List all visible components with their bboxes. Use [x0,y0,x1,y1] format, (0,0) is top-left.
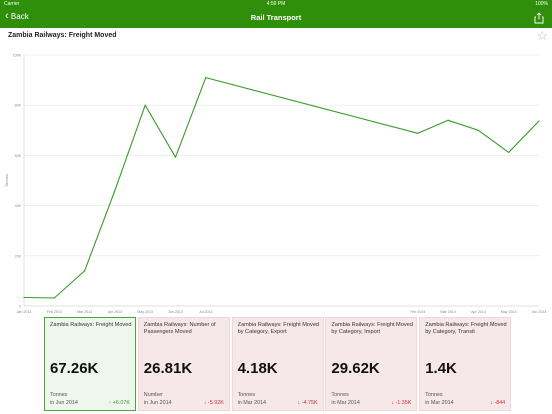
card-date: in Mar 2014 [425,400,454,406]
chevron-left-icon: ‹ [5,10,9,22]
indicator-card[interactable]: Zambia Railways: Number of Passengers Mo… [137,317,230,411]
y-tick-label: 80K [15,104,22,108]
y-tick-label: 40K [15,204,22,208]
card-value: 29.62K [331,360,380,377]
data-point [477,129,480,131]
card-change: ↓ -1.35K [391,400,412,406]
x-tick-label: Jun 2014 [532,310,547,314]
card-value: 4.18K [237,360,278,377]
card-unit: Number [143,392,163,398]
indicator-card[interactable]: Zambia Railways: Freight Moved by Catego… [419,317,512,411]
card-date: in Jun 2014 [143,400,172,406]
x-tick-label: Feb 2014 [410,310,425,314]
card-title: Zambia Railways: Freight Moved [50,322,132,328]
card-change: ↓ -5.92K [203,400,224,406]
share-icon[interactable] [533,12,545,24]
y-tick-label: 100K [13,54,22,58]
data-point [114,189,116,192]
card-title: Zambia Railways: Number of Passengers Mo… [143,322,216,335]
indicator-card[interactable]: Zambia Railways: Freight Moved by Catego… [231,317,324,411]
card-unit: Tonnes [237,392,255,398]
indicator-card[interactable]: Zambia Railways: Freight Moved 67.26K Tonn… [44,317,136,411]
x-tick-label: Apr 2013 [108,310,123,314]
card-change: ↑ +6.07K [108,400,130,406]
data-point [417,132,419,134]
status-time: 4:59 PM [266,1,286,7]
x-tick-label: Feb 2013 [47,310,62,314]
x-tick-label: Mar 2013 [77,310,92,314]
y-tick-label: 60K [15,154,22,158]
card-date: in Mar 2014 [331,400,360,406]
card-title: Zambia Railways: Freight Moved by Catego… [331,322,413,335]
star-icon[interactable]: ☆ [536,28,548,43]
x-tick-label: Jan 2013 [17,310,32,314]
card-value: 26.81K [143,360,193,377]
status-bar: Carrier 4:59 PM 100% [0,0,552,8]
data-point [508,151,510,153]
x-tick-label: Apr 2014 [471,310,486,314]
card-unit: Tonnes [425,392,443,398]
card-unit: Tonnes [50,392,68,398]
back-button[interactable]: ‹ Back [5,10,29,22]
line-chart: 0 20K 40K 60K 80K 100K Tonnes Jan 2013 Feb 2013 M… [4,54,547,315]
data-point [83,270,86,272]
y-tick-label: 0 [19,305,21,309]
data-point [447,119,449,121]
card-title: Zambia Railways: Freight Moved by Catego… [425,322,507,335]
x-tick-label: Mar 2014 [441,310,456,314]
indicator-card[interactable]: Zambia Railways: Freight Moved by Catego… [325,317,418,411]
card-change: ↓ -4.75K [297,400,318,406]
y-axis-label: Tonnes [4,174,9,187]
data-point [53,297,55,299]
data-point [23,296,25,299]
x-tick-label: Jul 2013 [199,310,213,314]
data-point [174,156,177,158]
data-point [538,120,540,122]
card-unit: Tonnes [331,392,349,398]
x-tick-label: Jun 2013 [168,310,183,314]
x-tick-label: May 2014 [501,310,517,314]
card-title: Zambia Railways: Freight Moved by Catego… [237,322,320,335]
page-title: Rail Transport [250,13,302,22]
y-tick-label: 20K [15,254,22,258]
back-label: Back [10,12,29,21]
carrier-label: Carrier [4,1,20,7]
card-value: 67.26K [50,360,99,377]
data-point [144,104,146,106]
card-change: ↓ -844 [490,400,506,406]
indicator-cards: Zambia Railways: Freight Moved 67.26K Tonn… [44,317,513,411]
freight-series-line [23,77,540,299]
battery-label: 100% [535,1,548,7]
x-tick-label: May 2013 [137,310,153,314]
card-date: in Mar 2014 [237,400,267,406]
card-value: 1.4K [425,360,457,377]
chart-title: Zambia Railways: Freight Moved [8,32,117,39]
data-point [205,76,207,79]
card-date: in Jun 2014 [50,400,78,406]
nav-bar: ‹ Back Rail Transport [0,8,552,28]
